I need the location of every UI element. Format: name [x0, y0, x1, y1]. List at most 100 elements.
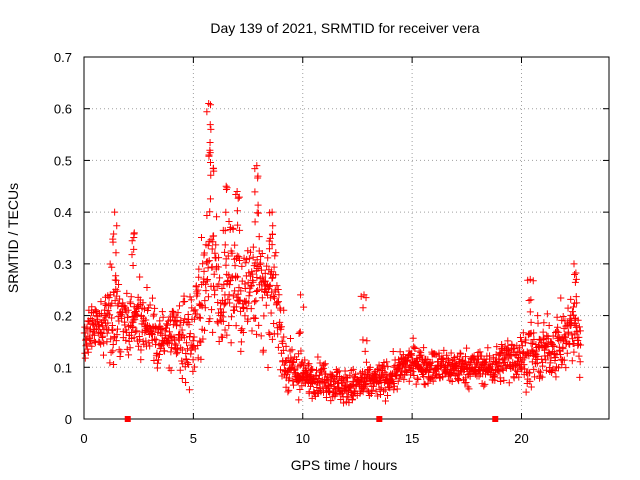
data-point: [575, 323, 583, 331]
data-point: [532, 347, 540, 355]
data-point: [182, 356, 190, 364]
data-point: [420, 380, 428, 388]
data-point: [465, 385, 473, 393]
data-point: [223, 331, 231, 339]
data-point: [165, 328, 173, 336]
data-point: [206, 315, 214, 323]
data-point: [150, 310, 158, 318]
data-point: [540, 319, 548, 327]
data-point: [373, 366, 381, 374]
y-tick-label: 0.7: [54, 50, 72, 65]
data-point: [113, 287, 121, 295]
data-point: [568, 357, 576, 365]
data-point: [411, 345, 419, 353]
data-point: [208, 306, 216, 314]
data-point: [231, 241, 239, 249]
data-point: [431, 350, 439, 358]
y-axis-title: SRMTID / TECUs: [5, 183, 21, 293]
data-point: [377, 372, 385, 380]
data-point: [576, 373, 584, 381]
data-point: [90, 337, 98, 345]
data-point: [332, 389, 340, 397]
data-point: [242, 259, 250, 267]
data-point: [190, 307, 198, 315]
data-point: [447, 349, 455, 357]
data-point: [352, 370, 360, 378]
data-point: [554, 328, 562, 336]
data-point: [248, 270, 256, 278]
data-point: [320, 361, 328, 369]
data-point: [102, 313, 110, 321]
data-point: [409, 334, 417, 342]
data-point: [122, 336, 130, 344]
data-point: [85, 335, 93, 343]
data-point: [123, 289, 131, 297]
data-point: [194, 342, 202, 350]
data-point: [199, 260, 207, 268]
data-point: [530, 365, 538, 373]
data-point: [97, 310, 105, 318]
data-point: [105, 294, 113, 302]
data-point: [84, 333, 92, 341]
data-point: [461, 353, 469, 361]
data-point: [129, 262, 137, 270]
data-point: [142, 316, 150, 324]
data-point: [446, 370, 454, 378]
data-point: [526, 369, 534, 377]
data-point: [543, 332, 551, 340]
data-point: [440, 346, 448, 354]
data-point: [214, 298, 222, 306]
data-point: [568, 331, 576, 339]
data-point: [180, 334, 188, 342]
y-tick-label: 0.3: [54, 257, 72, 272]
data-point: [163, 321, 171, 329]
data-point: [309, 366, 317, 374]
data-point: [534, 319, 542, 327]
data-point: [421, 381, 429, 389]
data-point: [362, 358, 370, 366]
data-point: [375, 380, 383, 388]
data-point: [174, 309, 182, 317]
data-point: [166, 332, 174, 340]
data-point: [493, 343, 501, 351]
data-point: [216, 316, 224, 324]
data-point: [466, 372, 474, 380]
data-point: [85, 318, 93, 326]
data-point: [251, 188, 259, 196]
data-point: [245, 269, 253, 277]
data-point: [232, 303, 240, 311]
data-point: [142, 337, 150, 345]
data-point: [403, 369, 411, 377]
data-point: [543, 310, 551, 318]
data-point: [567, 295, 575, 303]
data-point: [173, 318, 181, 326]
data-point: [272, 271, 280, 279]
data-point: [455, 377, 463, 385]
data-point: [577, 341, 585, 349]
data-point: [245, 292, 253, 300]
data-point: [545, 321, 553, 329]
data-point: [268, 241, 276, 249]
data-point: [180, 292, 188, 300]
data-point: [293, 355, 301, 363]
data-point: [81, 354, 89, 362]
data-point: [414, 358, 422, 366]
x-tick-label: 15: [405, 431, 419, 446]
data-point: [151, 304, 159, 312]
data-point: [154, 359, 162, 367]
data-point: [104, 319, 112, 327]
data-point: [237, 347, 245, 355]
data-point: [157, 326, 165, 333]
y-tick-label: 0.4: [54, 205, 72, 220]
data-point: [533, 359, 541, 367]
data-point: [231, 262, 239, 270]
data-point: [259, 346, 267, 354]
data-point: [537, 368, 545, 376]
data-point: [349, 365, 357, 373]
data-point: [207, 125, 215, 133]
y-tick-label: 0.5: [54, 153, 72, 168]
data-point: [569, 311, 577, 319]
data-point: [146, 301, 154, 309]
data-point: [568, 308, 576, 316]
